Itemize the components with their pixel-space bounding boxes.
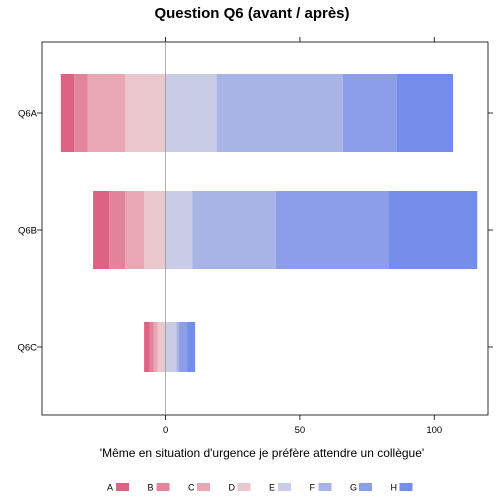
legend-swatch-g bbox=[359, 483, 372, 491]
bar-q6c-a bbox=[144, 322, 150, 372]
bar-q6b-d bbox=[144, 191, 166, 269]
x-axis-label: 'Même en situation d'urgence je préfère … bbox=[100, 446, 424, 460]
legend-swatch-h bbox=[399, 483, 413, 491]
bar-q6c-c bbox=[153, 322, 158, 372]
legend-swatch-f bbox=[318, 483, 332, 491]
legend-swatch-b bbox=[156, 483, 170, 491]
legend-swatch-d bbox=[237, 483, 251, 491]
legend-label-b: B bbox=[148, 483, 154, 493]
y-tick-label-q6a: Q6A bbox=[18, 109, 38, 120]
x-tick-label-100: 100 bbox=[426, 425, 442, 436]
x-tick-label-50: 50 bbox=[295, 425, 306, 436]
bar-q6b-g bbox=[275, 191, 389, 269]
plot-frame bbox=[41, 41, 489, 416]
bar-q6c-b bbox=[149, 322, 154, 372]
legend: A B C D E F G H bbox=[107, 483, 413, 493]
axis-ticks: 0 50 100 Q6A Q6B Q6C bbox=[17, 37, 493, 436]
bar-q6b-c bbox=[125, 191, 145, 269]
x-tick-label-0: 0 bbox=[163, 425, 168, 436]
bar-q6c-h bbox=[187, 322, 196, 372]
bar-q6b-b bbox=[109, 191, 126, 269]
bar-q6b-f bbox=[192, 191, 276, 269]
bar-q6a-a bbox=[60, 74, 75, 152]
legend-label-g: G bbox=[350, 483, 357, 493]
bar-q6a-g bbox=[342, 74, 397, 152]
bar-q6a-f bbox=[216, 74, 343, 152]
bar-q6a-e bbox=[165, 74, 217, 152]
legend-swatch-c bbox=[197, 483, 210, 491]
legend-label-f: F bbox=[310, 483, 316, 493]
chart-title: Question Q6 (avant / après) bbox=[154, 5, 349, 22]
y-tick-label-q6c: Q6C bbox=[17, 343, 37, 354]
bar-q6c-f bbox=[176, 322, 180, 372]
bar-q6b-a bbox=[93, 191, 110, 269]
bar-q6b-e bbox=[165, 191, 193, 269]
bar-q6c-d bbox=[157, 322, 166, 372]
bar-q6c-g bbox=[179, 322, 188, 372]
legend-label-h: H bbox=[391, 483, 398, 493]
legend-label-e: E bbox=[269, 483, 275, 493]
bar-q6a-b bbox=[74, 74, 88, 152]
bar-q6c-e bbox=[165, 322, 177, 372]
legend-label-a: A bbox=[107, 483, 113, 493]
legend-label-c: C bbox=[188, 483, 195, 493]
legend-swatch-e bbox=[278, 483, 291, 491]
bar-layer bbox=[60, 74, 478, 372]
bar-q6b-h bbox=[388, 191, 478, 269]
bar-q6a-h bbox=[396, 74, 454, 152]
bar-q6a-c bbox=[87, 74, 126, 152]
bar-q6a-d bbox=[125, 74, 166, 152]
legend-label-d: D bbox=[229, 483, 236, 493]
y-tick-label-q6b: Q6B bbox=[18, 226, 37, 237]
legend-swatch-a bbox=[116, 483, 129, 491]
